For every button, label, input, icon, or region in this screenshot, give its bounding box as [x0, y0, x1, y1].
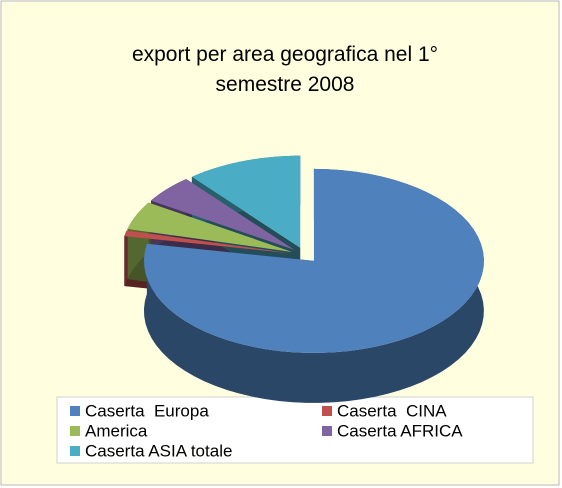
slice [143, 168, 484, 353]
legend-label: Caserta ASIA totale [85, 441, 232, 460]
slice [150, 179, 295, 250]
legend-swatch [70, 426, 80, 436]
legend-label: Caserta CINA [337, 401, 447, 420]
legend-label: Caserta AFRICA [337, 421, 463, 440]
legend-label: America [85, 421, 148, 440]
legend-box [56, 396, 534, 464]
legend-swatch [322, 406, 332, 416]
chart-title: export per area geografica nel 1° semest… [131, 43, 439, 96]
legend-swatch [70, 406, 80, 416]
legend-swatch [322, 426, 332, 436]
slice [124, 230, 292, 254]
slice [127, 202, 293, 252]
legend-label: Caserta Europa [85, 401, 209, 420]
legend-swatch [70, 446, 80, 456]
slice-side [124, 230, 127, 287]
slice [191, 155, 301, 248]
